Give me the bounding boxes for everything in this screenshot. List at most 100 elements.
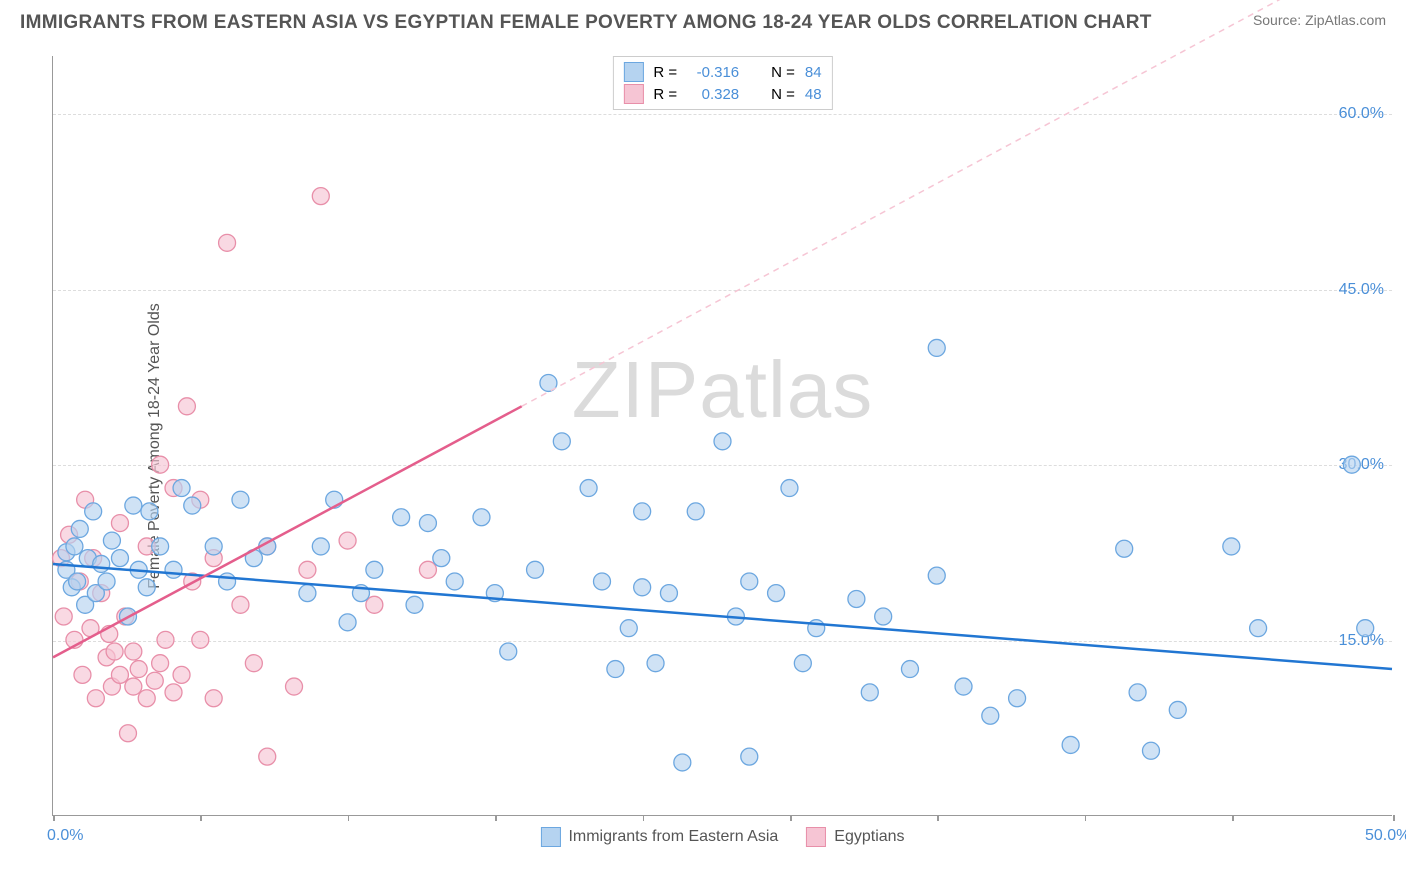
data-point	[232, 491, 249, 508]
data-point	[593, 573, 610, 590]
data-point	[339, 614, 356, 631]
data-point	[173, 666, 190, 683]
data-point	[111, 515, 128, 532]
data-point	[219, 573, 236, 590]
data-point	[848, 590, 865, 607]
data-point	[1169, 701, 1186, 718]
data-point	[146, 672, 163, 689]
n-label: N =	[771, 64, 795, 81]
x-tick-mark	[1393, 815, 1395, 821]
data-point	[620, 620, 637, 637]
data-point	[130, 661, 147, 678]
legend-series: Immigrants from Eastern Asia Egyptians	[540, 827, 904, 847]
data-point	[173, 480, 190, 497]
x-tick-mark	[1232, 815, 1234, 821]
data-point	[125, 497, 142, 514]
data-point	[1357, 620, 1374, 637]
x-tick-mark	[790, 815, 792, 821]
data-point	[152, 655, 169, 672]
data-point	[205, 538, 222, 555]
data-point	[138, 690, 155, 707]
data-point	[69, 573, 86, 590]
data-point	[106, 643, 123, 660]
data-point	[85, 503, 102, 520]
data-point	[955, 678, 972, 695]
x-tick-label: 50.0%	[1365, 827, 1406, 845]
legend-item: Egyptians	[806, 827, 904, 847]
data-point	[741, 748, 758, 765]
data-point	[1223, 538, 1240, 555]
data-point	[527, 561, 544, 578]
x-tick-mark	[937, 815, 939, 821]
data-point	[71, 520, 88, 537]
x-tick-label: 0.0%	[47, 827, 83, 845]
x-tick-mark	[1085, 815, 1087, 821]
data-point	[794, 655, 811, 672]
data-point	[152, 538, 169, 555]
data-point	[1062, 736, 1079, 753]
data-point	[1116, 540, 1133, 557]
data-point	[98, 573, 115, 590]
r-label: R =	[653, 86, 677, 103]
x-tick-mark	[200, 815, 202, 821]
data-point	[500, 643, 517, 660]
data-point	[103, 532, 120, 549]
data-point	[339, 532, 356, 549]
chart-title: IMMIGRANTS FROM EASTERN ASIA VS EGYPTIAN…	[20, 12, 1152, 34]
data-point	[580, 480, 597, 497]
data-point	[299, 561, 316, 578]
legend-item: Immigrants from Eastern Asia	[540, 827, 778, 847]
legend-stat-row: R = 0.328 N = 48	[623, 83, 821, 105]
x-tick-mark	[643, 815, 645, 821]
data-point	[634, 503, 651, 520]
n-value: 48	[805, 86, 822, 103]
data-point	[781, 480, 798, 497]
data-point	[634, 579, 651, 596]
data-point	[232, 596, 249, 613]
data-point	[901, 661, 918, 678]
data-point	[192, 631, 209, 648]
x-tick-mark	[348, 815, 350, 821]
data-point	[607, 661, 624, 678]
data-point	[647, 655, 664, 672]
data-point	[674, 754, 691, 771]
legend-stats: R = -0.316 N = 84 R = 0.328 N = 48	[612, 56, 832, 110]
data-point	[138, 579, 155, 596]
data-point	[259, 748, 276, 765]
data-point	[660, 585, 677, 602]
data-point	[1142, 742, 1159, 759]
data-point	[714, 433, 731, 450]
legend-swatch	[623, 84, 643, 104]
data-point	[66, 538, 83, 555]
data-point	[393, 509, 410, 526]
data-point	[141, 503, 158, 520]
data-point	[366, 561, 383, 578]
data-point	[433, 550, 450, 567]
source-label: Source: ZipAtlas.com	[1253, 12, 1386, 28]
data-point	[299, 585, 316, 602]
legend-swatch	[540, 827, 560, 847]
r-label: R =	[653, 64, 677, 81]
data-point	[768, 585, 785, 602]
data-point	[861, 684, 878, 701]
legend-swatch	[806, 827, 826, 847]
data-point	[406, 596, 423, 613]
n-value: 84	[805, 64, 822, 81]
n-label: N =	[771, 86, 795, 103]
data-point	[111, 550, 128, 567]
data-point	[1343, 456, 1360, 473]
x-tick-mark	[495, 815, 497, 821]
data-point	[687, 503, 704, 520]
data-point	[245, 655, 262, 672]
data-point	[125, 678, 142, 695]
data-point	[473, 509, 490, 526]
data-point	[928, 339, 945, 356]
data-point	[165, 561, 182, 578]
r-value: 0.328	[687, 86, 739, 103]
data-point	[93, 555, 110, 572]
data-point	[219, 234, 236, 251]
data-point	[982, 707, 999, 724]
data-point	[741, 573, 758, 590]
data-point	[875, 608, 892, 625]
data-point	[419, 561, 436, 578]
